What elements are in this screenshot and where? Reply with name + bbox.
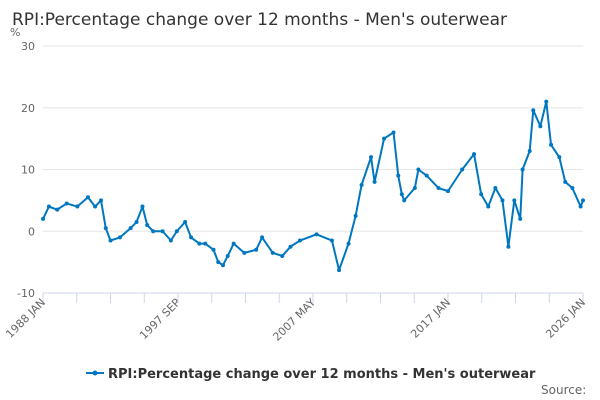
data-point[interactable]	[527, 148, 532, 153]
data-point[interactable]	[436, 186, 441, 191]
y-tick-label: 10	[21, 164, 35, 177]
data-point[interactable]	[231, 241, 236, 246]
data-point[interactable]	[211, 247, 216, 252]
series-line	[42, 100, 584, 272]
data-point[interactable]	[570, 186, 575, 191]
source-label: Source:	[541, 383, 586, 397]
data-point[interactable]	[346, 241, 351, 246]
data-point[interactable]	[160, 229, 165, 234]
y-tick-label: 0	[28, 225, 35, 238]
data-point[interactable]	[314, 232, 319, 237]
data-point[interactable]	[531, 108, 536, 113]
data-point[interactable]	[472, 152, 477, 157]
data-point[interactable]	[549, 142, 554, 147]
data-point[interactable]	[369, 155, 374, 160]
data-point[interactable]	[520, 167, 525, 172]
data-point[interactable]	[168, 238, 173, 243]
legend-point-marker	[92, 370, 98, 376]
data-point[interactable]	[86, 195, 90, 200]
data-point[interactable]	[493, 186, 498, 191]
data-point[interactable]	[416, 167, 421, 172]
data-point[interactable]	[197, 241, 202, 246]
data-point[interactable]	[412, 186, 417, 191]
data-point[interactable]	[128, 226, 133, 231]
data-point[interactable]	[372, 179, 377, 184]
data-point[interactable]	[399, 192, 404, 197]
data-point[interactable]	[64, 201, 69, 206]
data-point[interactable]	[518, 216, 523, 221]
data-point[interactable]	[500, 198, 505, 203]
data-point[interactable]	[460, 167, 465, 172]
data-point[interactable]	[260, 235, 265, 240]
legend[interactable]: RPI:Percentage change over 12 months - M…	[86, 367, 536, 382]
data-point[interactable]	[512, 198, 517, 203]
data-point[interactable]	[270, 250, 275, 255]
data-point[interactable]	[225, 253, 230, 258]
data-point[interactable]	[446, 189, 450, 194]
data-point[interactable]	[280, 253, 285, 258]
data-point[interactable]	[151, 229, 156, 234]
chart-title: RPI:Percentage change over 12 months - M…	[12, 10, 507, 30]
x-tick-label: 2017 JAN	[408, 296, 453, 341]
x-tick-label: 2026 JAN	[543, 296, 588, 341]
data-point[interactable]	[353, 213, 358, 218]
data-point[interactable]	[75, 204, 80, 209]
data-point[interactable]	[402, 198, 407, 203]
data-point[interactable]	[563, 179, 568, 184]
data-point[interactable]	[203, 241, 208, 246]
x-tick-label: 1988 JAN	[3, 296, 48, 341]
data-point[interactable]	[174, 229, 179, 234]
y-tick-label: -10	[17, 287, 35, 300]
data-point[interactable]	[486, 204, 491, 209]
data-point[interactable]	[242, 250, 247, 255]
data-point[interactable]	[581, 198, 585, 203]
data-point[interactable]	[391, 130, 396, 135]
data-point[interactable]	[382, 136, 387, 141]
data-point[interactable]	[329, 238, 334, 243]
data-point[interactable]	[145, 223, 150, 228]
data-point[interactable]	[538, 124, 543, 129]
data-point[interactable]	[183, 219, 188, 224]
data-point[interactable]	[578, 204, 583, 209]
data-point[interactable]	[557, 155, 562, 160]
data-point[interactable]	[55, 207, 60, 212]
data-point[interactable]	[140, 204, 145, 209]
data-point[interactable]	[99, 198, 104, 203]
data-point[interactable]	[134, 219, 139, 224]
data-point[interactable]	[396, 173, 401, 178]
data-point[interactable]	[41, 216, 45, 221]
data-point[interactable]	[424, 173, 429, 178]
data-point[interactable]	[103, 226, 108, 231]
data-point[interactable]	[216, 260, 221, 265]
data-point[interactable]	[479, 192, 484, 197]
data-point[interactable]	[93, 204, 98, 209]
data-point[interactable]	[359, 182, 364, 187]
data-point[interactable]	[46, 204, 51, 209]
data-point[interactable]	[297, 238, 302, 243]
data-point[interactable]	[254, 247, 259, 252]
data-point[interactable]	[337, 268, 342, 273]
x-tick-label: 2007 MAY	[270, 296, 318, 344]
data-point[interactable]	[221, 263, 225, 268]
y-axis-label: %	[10, 26, 20, 39]
data-point[interactable]	[108, 238, 113, 243]
y-tick-label: 20	[21, 102, 35, 115]
data-point[interactable]	[544, 99, 549, 104]
y-tick-label: 30	[21, 40, 35, 53]
data-point[interactable]	[506, 244, 511, 249]
data-point[interactable]	[288, 244, 293, 249]
data-point[interactable]	[117, 235, 122, 240]
legend-label: RPI:Percentage change over 12 months - M…	[108, 367, 536, 382]
data-point[interactable]	[189, 235, 194, 240]
